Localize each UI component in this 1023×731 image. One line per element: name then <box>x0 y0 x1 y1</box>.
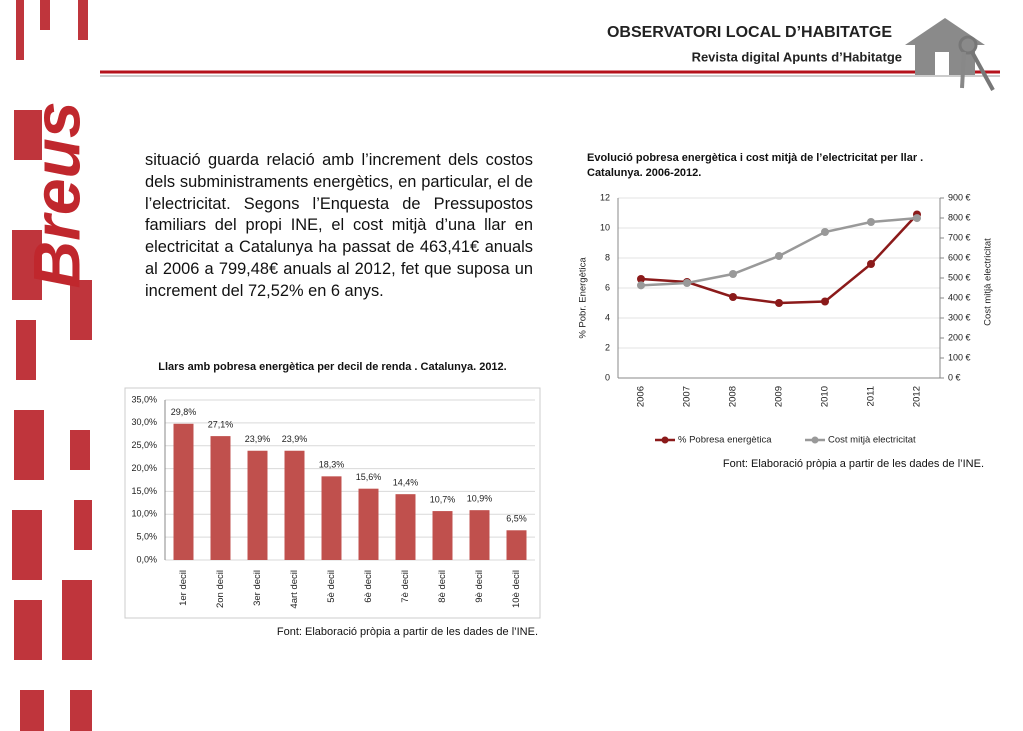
y2-tick-label: 800 € <box>948 212 971 222</box>
y-tick-label: 2 <box>605 342 610 352</box>
data-label: 23,9% <box>245 434 271 444</box>
y-tick-label: 8 <box>605 252 610 262</box>
source-note: Font: Elaboració pròpia a partir de les … <box>276 626 538 638</box>
point <box>775 299 783 307</box>
y2-tick-label: 300 € <box>948 312 971 322</box>
x-tick-label: 3er decil <box>252 570 263 606</box>
x-tick-label: 2012 <box>912 386 923 407</box>
source-note: Font: Elaboració pròpia a partir de les … <box>722 458 984 470</box>
bar <box>284 450 305 560</box>
header-subtitle: Revista digital Apunts d’Habitatge <box>692 49 902 64</box>
y-tick-label: 10 <box>600 222 610 232</box>
x-tick-label: 1er decil <box>178 570 189 606</box>
y-tick-label: 4 <box>605 312 610 322</box>
x-tick-label: 2011 <box>866 386 877 406</box>
y2-tick-label: 700 € <box>948 232 971 242</box>
point <box>683 279 691 287</box>
y-tick-label: 30,0% <box>131 417 157 427</box>
y2-tick-label: 100 € <box>948 352 971 362</box>
data-label: 10,7% <box>430 494 456 504</box>
y-axis-label: % Pobr. Energètica <box>578 257 589 339</box>
chart-title: Llars amb pobresa energètica per decil d… <box>158 361 507 373</box>
point <box>821 297 829 306</box>
point <box>867 218 875 226</box>
y-tick-label: 10,0% <box>131 509 157 519</box>
point <box>729 293 737 301</box>
data-label: 27,1% <box>208 419 234 429</box>
y2-tick-label: 400 € <box>948 292 971 302</box>
y2-tick-label: 0 € <box>948 372 961 382</box>
legend-swatch <box>811 436 819 444</box>
y-tick-label: 6 <box>605 282 610 292</box>
y-tick-label: 5,0% <box>136 532 157 542</box>
y-tick-label: 20,0% <box>131 463 157 473</box>
x-tick-label: 10è decil <box>511 570 522 608</box>
x-tick-label: 8è decil <box>437 570 448 603</box>
bar <box>358 488 379 560</box>
bar <box>395 494 416 560</box>
data-label: 14,4% <box>393 478 419 488</box>
x-tick-label: 6è decil <box>363 570 374 603</box>
y2-axis-label: Cost mitjà electricitat <box>983 238 994 326</box>
side-label: Breus <box>19 101 93 288</box>
y-tick-label: 15,0% <box>131 486 157 496</box>
point <box>775 252 783 260</box>
bar <box>210 436 231 560</box>
point <box>821 228 829 236</box>
y2-tick-label: 600 € <box>948 252 971 262</box>
y-tick-label: 0,0% <box>136 554 157 564</box>
data-label: 10,9% <box>467 494 493 504</box>
x-tick-label: 2on decil <box>215 570 226 608</box>
y-tick-label: 12 <box>600 192 610 202</box>
bar <box>173 423 194 560</box>
x-tick-label: 9è decil <box>474 570 485 603</box>
point <box>729 270 737 278</box>
data-label: 15,6% <box>356 472 382 482</box>
x-tick-label: 4art decil <box>289 570 300 609</box>
body-text: situació guarda relació amb l’increment … <box>145 151 533 300</box>
bar <box>432 511 453 560</box>
y-tick-label: 0 <box>605 372 610 382</box>
x-tick-label: 2010 <box>820 386 831 407</box>
data-label: 18,3% <box>319 460 345 470</box>
house-icon <box>905 18 995 91</box>
point <box>637 281 645 290</box>
data-label: 23,9% <box>282 434 308 444</box>
x-tick-label: 2007 <box>682 386 693 407</box>
header-title: OBSERVATORI LOCAL D’HABITATGE <box>607 24 892 41</box>
x-tick-label: 2008 <box>728 386 739 407</box>
side-pattern <box>12 0 92 731</box>
x-tick-label: 2006 <box>636 386 647 407</box>
legend-label: Cost mitjà electricitat <box>828 435 916 446</box>
point <box>637 275 645 283</box>
chart-title: Evolució pobresa energètica i cost mitjà… <box>587 152 924 179</box>
legend-label: % Pobresa energètica <box>678 435 772 446</box>
bar <box>321 476 342 560</box>
y2-tick-label: 200 € <box>948 332 971 342</box>
bar <box>506 530 527 560</box>
x-tick-label: 2009 <box>774 386 785 407</box>
data-label: 6,5% <box>506 514 527 524</box>
x-tick-label: 7è decil <box>400 570 411 603</box>
point <box>867 260 875 268</box>
y-tick-label: 35,0% <box>131 394 157 404</box>
plot-frame <box>124 387 541 619</box>
legend-swatch <box>661 436 669 444</box>
bar <box>469 510 490 560</box>
y2-tick-label: 500 € <box>948 272 971 282</box>
x-tick-label: 5è decil <box>326 570 337 603</box>
data-label: 29,8% <box>171 407 197 417</box>
y2-tick-label: 900 € <box>948 192 971 202</box>
y-tick-label: 25,0% <box>131 440 157 450</box>
point <box>913 214 921 223</box>
bar <box>247 450 268 560</box>
